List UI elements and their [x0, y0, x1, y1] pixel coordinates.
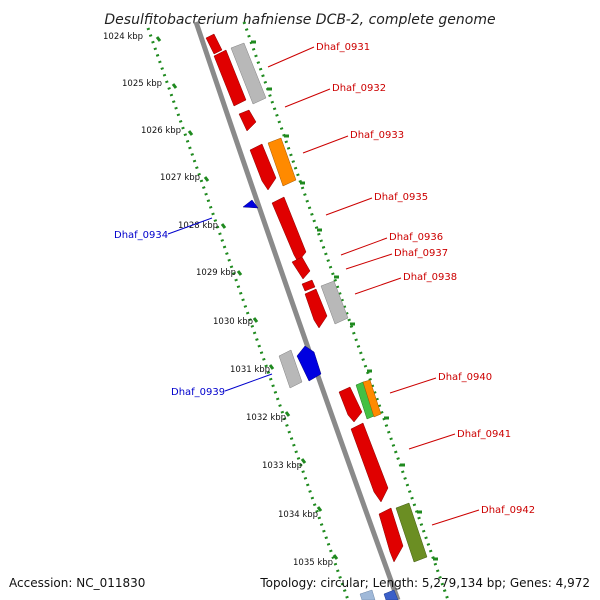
- gene-feature[interactable]: [301, 279, 316, 292]
- genome-summary-text: Topology: circular; Length: 5,279,134 bp…: [259, 576, 590, 590]
- kbp-tick-label: 1029 kbp: [196, 268, 236, 278]
- kbp-tick-labels: 1024 kbp 1025 kbp 1026 kbp 1027 kbp 1028…: [103, 32, 333, 568]
- kbp-tick-label: 1031 kbp: [230, 365, 270, 375]
- kbp-tick-mark: [203, 176, 210, 182]
- kbp-tick-label: 1026 kbp: [141, 126, 181, 136]
- gene-feature[interactable]: [395, 502, 428, 563]
- kbp-tick-marks: [155, 36, 339, 560]
- genome-backbone: [193, 21, 401, 600]
- kbp-tick-mark: [316, 506, 323, 512]
- kbp-tick-label: 1024 kbp: [103, 32, 143, 42]
- label-leader: [389, 377, 437, 394]
- gene-label[interactable]: Dhaf_0937: [394, 248, 448, 259]
- kbp-tick-label: 1028 kbp: [178, 221, 218, 231]
- gene-label[interactable]: Dhaf_0938: [403, 272, 457, 283]
- kbp-tick-label: 1025 kbp: [122, 79, 162, 89]
- kbp-tick-mark: [155, 36, 162, 42]
- label-leader: [408, 433, 456, 450]
- gene-label[interactable]: Dhaf_0941: [457, 429, 511, 440]
- gene-feature[interactable]: [350, 422, 389, 503]
- gene-feature[interactable]: [278, 349, 303, 389]
- gene-feature[interactable]: [296, 345, 322, 382]
- label-leader: [354, 277, 402, 295]
- label-leader: [325, 197, 373, 216]
- kbp-tick-label: 1035 kbp: [293, 558, 333, 568]
- gene-feature[interactable]: [238, 109, 257, 132]
- label-leader: [267, 46, 315, 68]
- label-leader: [167, 217, 213, 235]
- kbp-tick-mark: [236, 270, 243, 276]
- forward-strand-genes: [205, 33, 428, 600]
- gene-feature[interactable]: [205, 33, 223, 55]
- gene-feature[interactable]: [378, 507, 404, 563]
- kbp-tick-label: 1027 kbp: [160, 173, 200, 183]
- gene-feature[interactable]: [304, 288, 328, 329]
- kbp-tick-label: 1033 kbp: [262, 461, 302, 471]
- gene-feature[interactable]: [242, 199, 259, 209]
- kbp-tick-label: 1034 kbp: [278, 510, 318, 520]
- gene-label[interactable]: Dhaf_0934: [114, 230, 168, 241]
- kbp-tick-mark: [220, 223, 227, 229]
- gene-label[interactable]: Dhaf_0935: [374, 192, 428, 203]
- label-leader: [302, 135, 349, 154]
- reverse-gene-labels: Dhaf_0934 Dhaf_0939: [114, 230, 225, 398]
- label-leader: [284, 88, 331, 108]
- gene-label[interactable]: Dhaf_0931: [316, 42, 370, 53]
- label-leader: [224, 373, 273, 392]
- label-leader: [340, 237, 388, 256]
- map-title: Desulfitobacterium hafniense DCB-2, comp…: [104, 12, 495, 28]
- kbp-tick-mark: [171, 83, 178, 89]
- gene-feature[interactable]: [362, 379, 382, 418]
- kbp-tick-mark: [284, 411, 291, 417]
- gene-feature[interactable]: [249, 143, 277, 191]
- gene-feature[interactable]: [291, 256, 311, 280]
- label-leader: [345, 253, 393, 270]
- kbp-tick-mark: [300, 458, 307, 464]
- gene-feature[interactable]: [359, 589, 376, 600]
- gene-label[interactable]: Dhaf_0939: [171, 387, 225, 398]
- gene-feature[interactable]: [383, 589, 399, 600]
- kbp-tick-label: 1030 kbp: [213, 317, 253, 327]
- kbp-tick-mark: [332, 554, 339, 560]
- kbp-tick-mark: [268, 364, 275, 370]
- gene-feature[interactable]: [267, 137, 297, 187]
- gene-label[interactable]: Dhaf_0942: [481, 505, 535, 516]
- gene-label[interactable]: Dhaf_0933: [350, 130, 404, 141]
- gene-feature[interactable]: [230, 42, 267, 105]
- kbp-tick-label: 1032 kbp: [246, 413, 286, 423]
- kbp-tick-mark: [187, 130, 194, 136]
- forward-gene-labels: Dhaf_0931 Dhaf_0932 Dhaf_0933 Dhaf_0935 …: [316, 42, 535, 516]
- kbp-axis-dotted: [146, 27, 350, 600]
- accession-text: Accession: NC_011830: [9, 576, 145, 590]
- gene-label[interactable]: Dhaf_0936: [389, 232, 443, 243]
- gene-feature[interactable]: [213, 49, 247, 107]
- label-leader: [431, 509, 480, 526]
- gene-feature[interactable]: [320, 280, 349, 325]
- gene-label-leaders: [167, 46, 480, 526]
- gene-label[interactable]: Dhaf_0932: [332, 83, 386, 94]
- reverse-strand-genes: [242, 199, 322, 389]
- kbp-tick-mark: [252, 317, 259, 323]
- gene-label[interactable]: Dhaf_0940: [438, 372, 492, 383]
- outer-tick-marks: [251, 40, 438, 561]
- gene-feature[interactable]: [338, 386, 363, 423]
